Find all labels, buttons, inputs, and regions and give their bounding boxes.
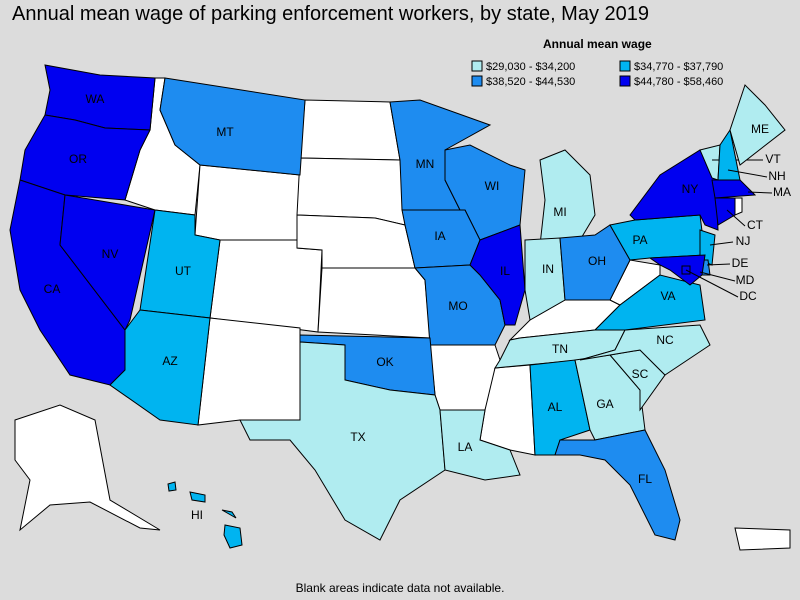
state-label: LA <box>458 440 473 454</box>
leader-line <box>699 271 736 282</box>
state <box>159 77 306 176</box>
legend-swatch <box>471 60 483 72</box>
legend-label: $29,030 - $34,200 <box>486 61 575 73</box>
state-blank <box>299 99 401 161</box>
state-label: SC <box>632 367 649 381</box>
state-label: CT <box>747 218 764 232</box>
state-label: NV <box>102 247 119 261</box>
state <box>19 114 151 201</box>
state-label: MA <box>773 185 791 199</box>
state <box>239 341 446 541</box>
state-label: VA <box>660 289 675 303</box>
legend-label: $38,520 - $44,530 <box>486 76 575 88</box>
state-label: DE <box>732 256 749 270</box>
footnote: Blank areas indicate data not available. <box>296 581 505 595</box>
state-label: MI <box>553 205 566 219</box>
state <box>539 149 596 246</box>
legend-label: $44,780 - $58,460 <box>634 76 723 88</box>
state-label: TX <box>350 430 365 444</box>
state-label: IL <box>500 264 510 278</box>
state <box>593 274 706 331</box>
state-blank <box>197 317 301 426</box>
state-label: CA <box>44 282 61 296</box>
state-label: IA <box>434 229 445 243</box>
state <box>189 491 206 503</box>
state-label: WA <box>86 92 105 106</box>
state-label: NJ <box>736 234 751 248</box>
state-label: AL <box>548 400 563 414</box>
state-label: PA <box>632 233 647 247</box>
blank-states <box>14 77 791 551</box>
state-label: OH <box>588 254 606 268</box>
leader-line <box>709 241 734 246</box>
state <box>714 197 736 226</box>
state <box>109 309 211 426</box>
state-label: NY <box>682 182 699 196</box>
state <box>221 509 237 519</box>
state <box>469 224 526 326</box>
state <box>223 524 243 549</box>
legend-label: $34,770 - $37,790 <box>634 61 723 73</box>
state-label: DC <box>739 289 757 303</box>
title: Annual mean wage of parking enforcement … <box>12 3 649 25</box>
state-label: NC <box>656 333 674 347</box>
legend-swatch <box>471 75 483 87</box>
state-blank <box>14 404 161 532</box>
state <box>59 194 156 331</box>
state-label: VT <box>765 152 781 166</box>
leader-line <box>706 263 731 266</box>
state-label: MT <box>216 125 234 139</box>
state <box>439 409 521 481</box>
state <box>579 324 711 376</box>
state-blank <box>317 267 431 339</box>
legend-title: Annual mean wage <box>543 37 652 51</box>
state-label: OK <box>376 355 393 369</box>
state-blank <box>734 527 791 551</box>
state-blank <box>209 239 323 333</box>
state-label: OR <box>69 152 87 166</box>
state-label: NH <box>768 169 785 183</box>
state-label: AZ <box>162 354 177 368</box>
state <box>524 237 566 321</box>
state <box>554 429 681 541</box>
states: WA OR CA NV UT AZ MT MN WI IA MO OK TX LA IL MI IN OH TN AL… <box>9 64 791 549</box>
state-blank <box>734 197 743 216</box>
state-blank <box>194 164 301 241</box>
leader-line <box>685 269 739 298</box>
state-label: TN <box>552 342 568 356</box>
state <box>711 179 757 199</box>
state-label: FL <box>638 472 652 486</box>
legend-swatch <box>619 75 631 87</box>
state-label: MD <box>736 273 755 287</box>
state <box>729 84 786 166</box>
state <box>629 149 719 231</box>
leader-line <box>727 169 768 178</box>
state <box>648 254 706 286</box>
state-label: MN <box>416 157 435 171</box>
leader-line <box>726 209 746 227</box>
leader-line <box>747 191 773 194</box>
legend-swatch <box>619 60 631 72</box>
state <box>559 224 631 301</box>
state-label: WI <box>485 179 500 193</box>
state-label: IN <box>542 262 554 276</box>
state-blank <box>296 157 406 226</box>
state-label: MO <box>448 299 467 313</box>
state-label: ME <box>751 122 769 136</box>
state <box>167 481 177 492</box>
legend: $29,030 - $34,200 $34,770 - $37,790 $38,52… <box>471 60 723 88</box>
state-label: UT <box>175 264 192 278</box>
state-label: HI <box>191 508 203 522</box>
state-label: GA <box>596 397 613 411</box>
